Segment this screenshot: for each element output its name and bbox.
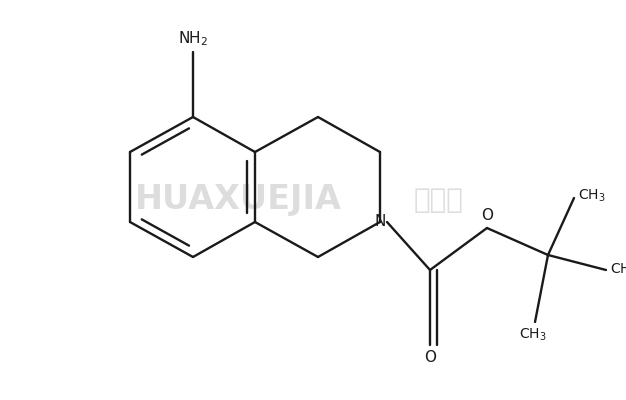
Text: CH$_3$: CH$_3$ [519,327,547,343]
Text: CH$_3$: CH$_3$ [610,262,626,278]
Text: CH$_3$: CH$_3$ [578,188,605,204]
Text: 化学加: 化学加 [413,186,463,214]
Text: O: O [481,208,493,223]
Text: NH$_2$: NH$_2$ [178,29,208,48]
Text: HUAXUEJIA: HUAXUEJIA [135,184,341,216]
Text: O: O [424,350,436,365]
Text: N: N [374,214,386,230]
